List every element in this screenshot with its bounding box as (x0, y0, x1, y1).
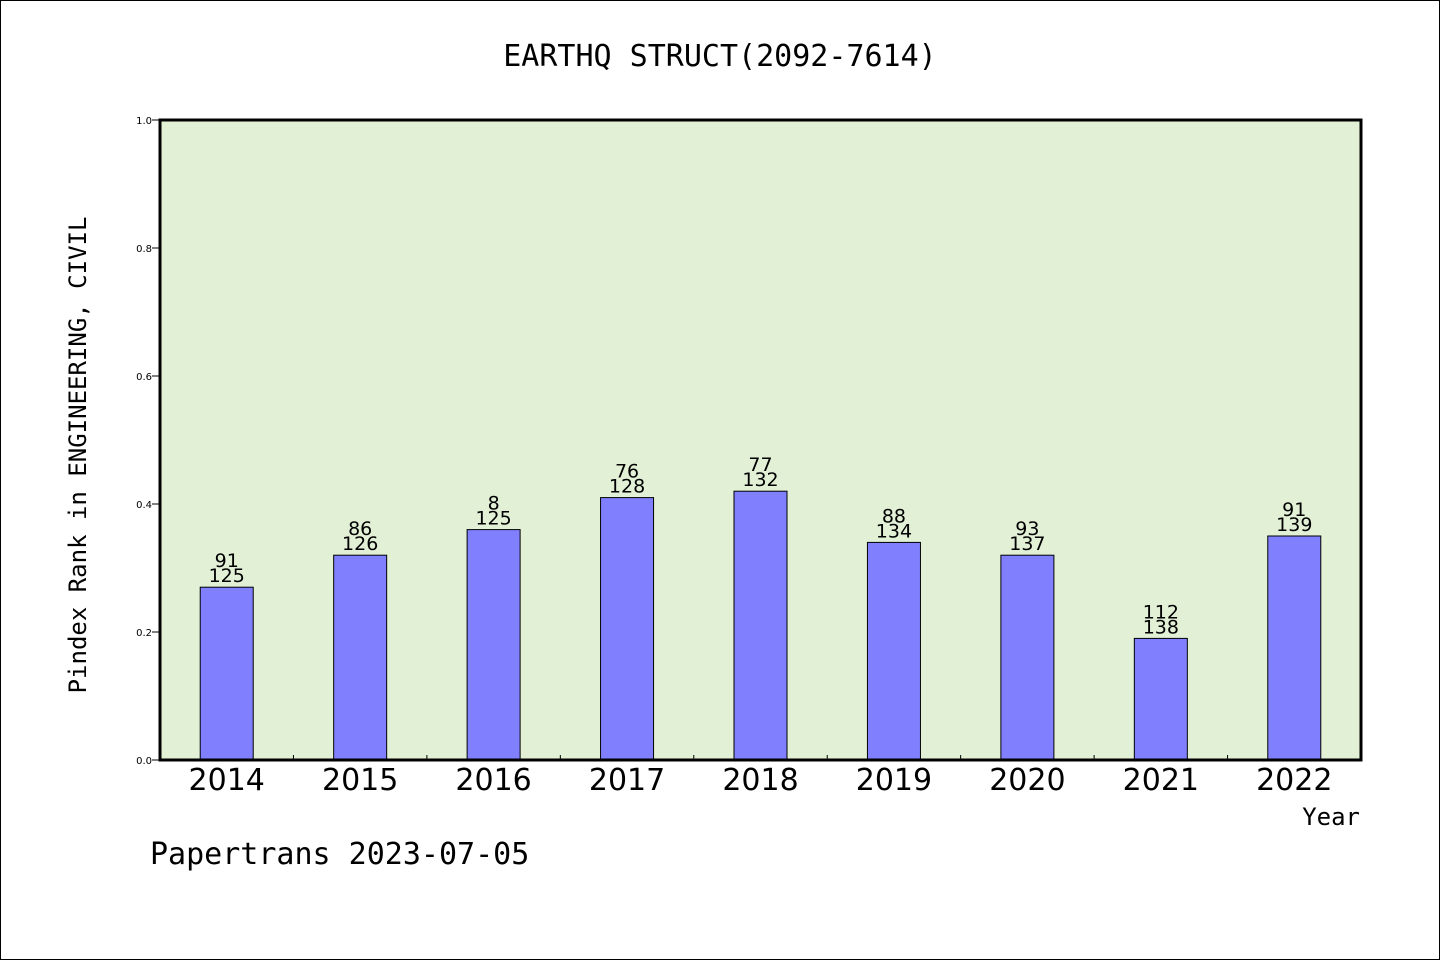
bar-label-bottom: 137 (1009, 533, 1045, 555)
bar-label-bottom: 125 (475, 508, 511, 530)
bar-label-bottom: 126 (342, 533, 378, 555)
bar-2017 (600, 497, 655, 761)
bar-label-bottom: 128 (609, 476, 645, 498)
bar-label-top: 91 (1282, 499, 1306, 521)
y-tick-label: 0.6 (136, 372, 152, 383)
x-axis-label: Year (1302, 803, 1360, 831)
bar-label-bottom: 134 (876, 520, 912, 542)
bar-label-top: 77 (748, 454, 772, 476)
y-axis: 0.0 0.2 0.4 0.6 0.8 1.0 (136, 116, 160, 767)
chart-title: EARTHQ STRUCT(2092-7614) (503, 39, 936, 74)
bar-2022 (1267, 535, 1322, 761)
x-tick-label: 2017 (589, 763, 665, 798)
bar-label-bottom: 125 (209, 565, 245, 587)
bar-2019 (866, 541, 921, 761)
bar-label-top: 86 (348, 518, 372, 540)
x-tick-label: 2019 (856, 763, 932, 798)
y-tick-label: 1.0 (136, 116, 152, 127)
bar-label-top: 93 (1015, 518, 1039, 540)
x-tick-label: 2018 (722, 763, 798, 798)
bar-2016 (466, 529, 521, 761)
bar-label-top: 76 (615, 461, 639, 483)
bar-label-bottom: 138 (1143, 616, 1179, 638)
y-tick-label: 0.4 (136, 500, 152, 511)
x-tick-label: 2015 (322, 763, 398, 798)
bar-label-top: 112 (1143, 601, 1179, 623)
x-tick-label: 2020 (989, 763, 1065, 798)
bar-label-top: 91 (215, 550, 239, 572)
footer-credit: Papertrans 2023-07-05 (150, 837, 529, 872)
bar-label-top: 8 (488, 493, 500, 515)
x-tick-label: 2021 (1123, 763, 1199, 798)
y-tick-label: 0.8 (136, 244, 152, 255)
bar-label-bottom: 139 (1276, 514, 1312, 536)
bar-label-bottom: 132 (742, 469, 778, 491)
bar-2021 (1133, 637, 1188, 761)
y-tick-label: 0.0 (136, 756, 152, 767)
x-tick-label: 2014 (189, 763, 265, 798)
bars (199, 490, 1322, 761)
plot-border (158, 118, 1363, 762)
x-tick-label: 2022 (1256, 763, 1332, 798)
bar-2015 (333, 554, 388, 761)
bar-2020 (1000, 554, 1055, 761)
y-tick-label: 0.2 (136, 628, 152, 639)
bar-2018 (733, 490, 788, 761)
y-axis-label: Pindex Rank in ENGINEERING, CIVIL (64, 217, 92, 694)
x-axis: 2014 2015 2016 2017 2018 2019 2020 2021 2022 (189, 755, 1332, 798)
bar-2014 (199, 586, 254, 761)
bar-label-top: 88 (882, 505, 906, 527)
x-tick-label: 2016 (455, 763, 531, 798)
